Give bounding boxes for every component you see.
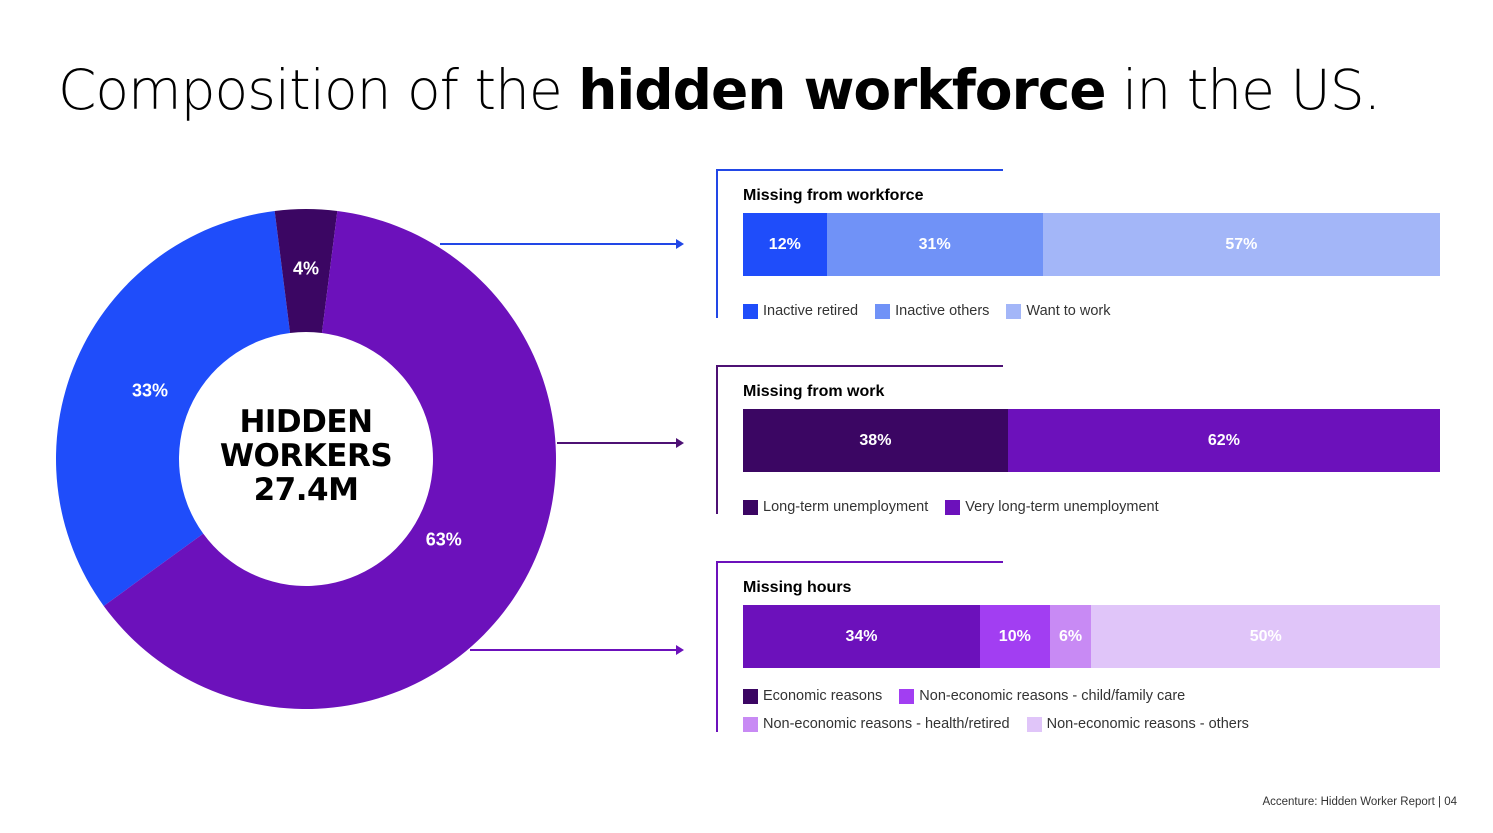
legend-item: Non-economic reasons - child/family care: [899, 688, 1185, 704]
connector-arrow-icon: [676, 239, 684, 249]
donut-center-label: HIDDEN WORKERS 27.4M: [206, 405, 406, 507]
legend-row: Non-economic reasons - health/retired Non…: [743, 710, 1266, 738]
legend-swatch: [743, 499, 758, 515]
legend-swatch: [743, 688, 758, 704]
bar-segment-inactive-others: 31%: [826, 213, 1043, 276]
panel-missing-from-work: Missing from work 38% 62% Long-term unemp…: [716, 365, 1440, 515]
legend: Inactive retired Inactive others Want to w…: [743, 297, 1128, 325]
donut-slice-missing-hours: [103, 210, 557, 710]
panel-border-vertical: [716, 561, 718, 732]
bar-segment-non-economic-reasons-child-family-care: 10%: [979, 605, 1050, 668]
center-label-line-3: 27.4M: [253, 472, 359, 508]
bar-segment-inactive-retired: 12%: [743, 213, 827, 276]
legend-swatch: [875, 303, 891, 319]
title-part-2: in the US.: [1105, 58, 1381, 122]
legend-item: Want to work: [1006, 303, 1111, 319]
title-part-1: Composition of the: [58, 58, 579, 122]
donut-slice-label: 4%: [292, 258, 320, 279]
panel-border-top: [716, 365, 1003, 367]
page-title: Composition of the hidden workforce in t…: [58, 58, 1381, 122]
legend-label: Very long-term unemployment: [965, 499, 1159, 515]
center-label-line-2: WORKERS: [219, 438, 393, 474]
panel-missing-hours: Missing hours 34% 10% 6% 50% Economic reaso…: [716, 561, 1440, 732]
panel-title: Missing from work: [743, 383, 885, 400]
panel-border-top: [716, 169, 1003, 171]
legend-swatch: [1026, 716, 1042, 732]
bar-segment-non-economic-reasons-others: 50%: [1091, 605, 1440, 668]
legend: Economic reasons Non-economic reasons - c…: [743, 682, 1266, 738]
legend-label: Non-economic reasons - others: [1046, 716, 1249, 732]
legend-label: Inactive others: [895, 303, 990, 319]
legend-swatch: [899, 688, 915, 704]
donut-slice-missing-from-work: [274, 209, 338, 334]
legend-swatch: [743, 716, 758, 732]
bar-segment-economic-reasons: 34%: [743, 605, 980, 668]
legend-label: Long-term unemployment: [763, 499, 929, 515]
connector-arrow-icon: [676, 438, 684, 448]
panel-title: Missing from workforce: [743, 187, 924, 204]
legend-item: Economic reasons: [743, 688, 882, 704]
connector-arrow-icon: [676, 645, 684, 655]
title-bold-part: hidden workforce: [578, 58, 1106, 122]
donut-chart: [56, 209, 684, 710]
legend-item: Inactive others: [875, 303, 989, 319]
donut-slice-label: 63%: [425, 529, 462, 550]
panel-border-top: [716, 561, 1003, 563]
panel-border-vertical: [716, 365, 718, 514]
legend-swatch: [945, 499, 961, 515]
panel-title: Missing hours: [743, 579, 852, 596]
legend-item: Inactive retired: [743, 303, 858, 319]
footer-citation: Accenture: Hidden Worker Report | 04: [1262, 796, 1457, 808]
bar-segment-long-term-unemployment: 38%: [743, 409, 1008, 472]
legend-label: Non-economic reasons - health/retired: [763, 716, 1010, 732]
legend-row: Inactive retired Inactive others Want to w…: [743, 297, 1128, 325]
legend-swatch: [1006, 303, 1022, 319]
legend-row: Economic reasons Non-economic reasons - c…: [743, 682, 1266, 710]
legend-row: Long-term unemployment Very long-term une…: [743, 493, 1176, 521]
legend-label: Want to work: [1026, 303, 1111, 319]
legend-item: Non-economic reasons - health/retired: [743, 716, 1010, 732]
bar-segment-very-long-term-unemployment: 62%: [1007, 409, 1440, 472]
stacked-bar: 12% 31% 57%: [743, 213, 1440, 276]
legend-item: Very long-term unemployment: [945, 499, 1159, 515]
stacked-bar: 34% 10% 6% 50%: [743, 605, 1440, 668]
bar-segment-non-economic-reasons-health-retired: 6%: [1049, 605, 1092, 668]
center-label-line-1: HIDDEN: [239, 404, 373, 440]
donut-slice-missing-from-workforce: [56, 210, 291, 606]
panel-border-vertical: [716, 169, 718, 318]
panel-missing-from-workforce: Missing from workforce 12% 31% 57% Inactiv…: [716, 169, 1440, 319]
legend-label: Non-economic reasons - child/family care: [919, 688, 1186, 704]
legend-swatch: [743, 303, 758, 319]
bar-segment-want-to-work: 57%: [1042, 213, 1440, 276]
stacked-bar: 38% 62%: [743, 409, 1440, 472]
legend-label: Economic reasons: [763, 688, 883, 704]
legend: Long-term unemployment Very long-term une…: [743, 493, 1176, 521]
legend-item: Long-term unemployment: [743, 499, 928, 515]
legend-label: Inactive retired: [763, 303, 859, 319]
legend-item: Non-economic reasons - others: [1026, 716, 1249, 732]
donut-slice-label: 33%: [131, 380, 168, 401]
